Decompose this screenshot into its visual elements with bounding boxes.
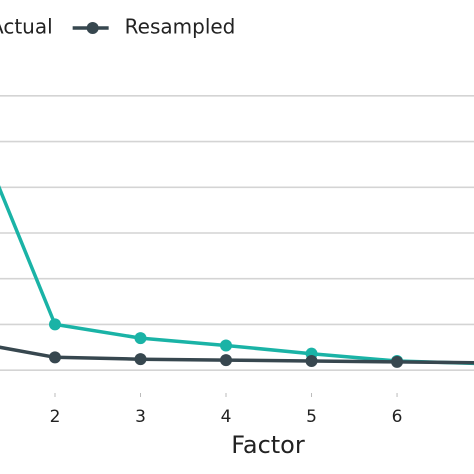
series-line [0, 185, 474, 366]
data-point [134, 332, 147, 345]
legend-marker [86, 22, 99, 34]
grid: 2 3 4 5 6 [0, 95, 474, 427]
x-tick-label: 2 [50, 407, 61, 427]
x-tick-label: 5 [306, 407, 317, 427]
data-point [220, 354, 233, 367]
data-point [220, 339, 233, 352]
data-point [48, 351, 61, 364]
data-point [48, 318, 61, 331]
x-tick-label: 4 [221, 407, 232, 427]
legend-label: Actual [0, 15, 53, 39]
x-tick-label: 6 [392, 407, 403, 427]
x-axis-title: Factor [231, 431, 305, 459]
legend-label: Resampled [125, 15, 236, 39]
data-point [134, 353, 147, 366]
plot-area [0, 185, 474, 368]
legend: Actual Resampled [0, 15, 235, 39]
data-point [305, 355, 318, 367]
x-tick-label: 3 [135, 407, 146, 427]
data-point [391, 355, 404, 368]
